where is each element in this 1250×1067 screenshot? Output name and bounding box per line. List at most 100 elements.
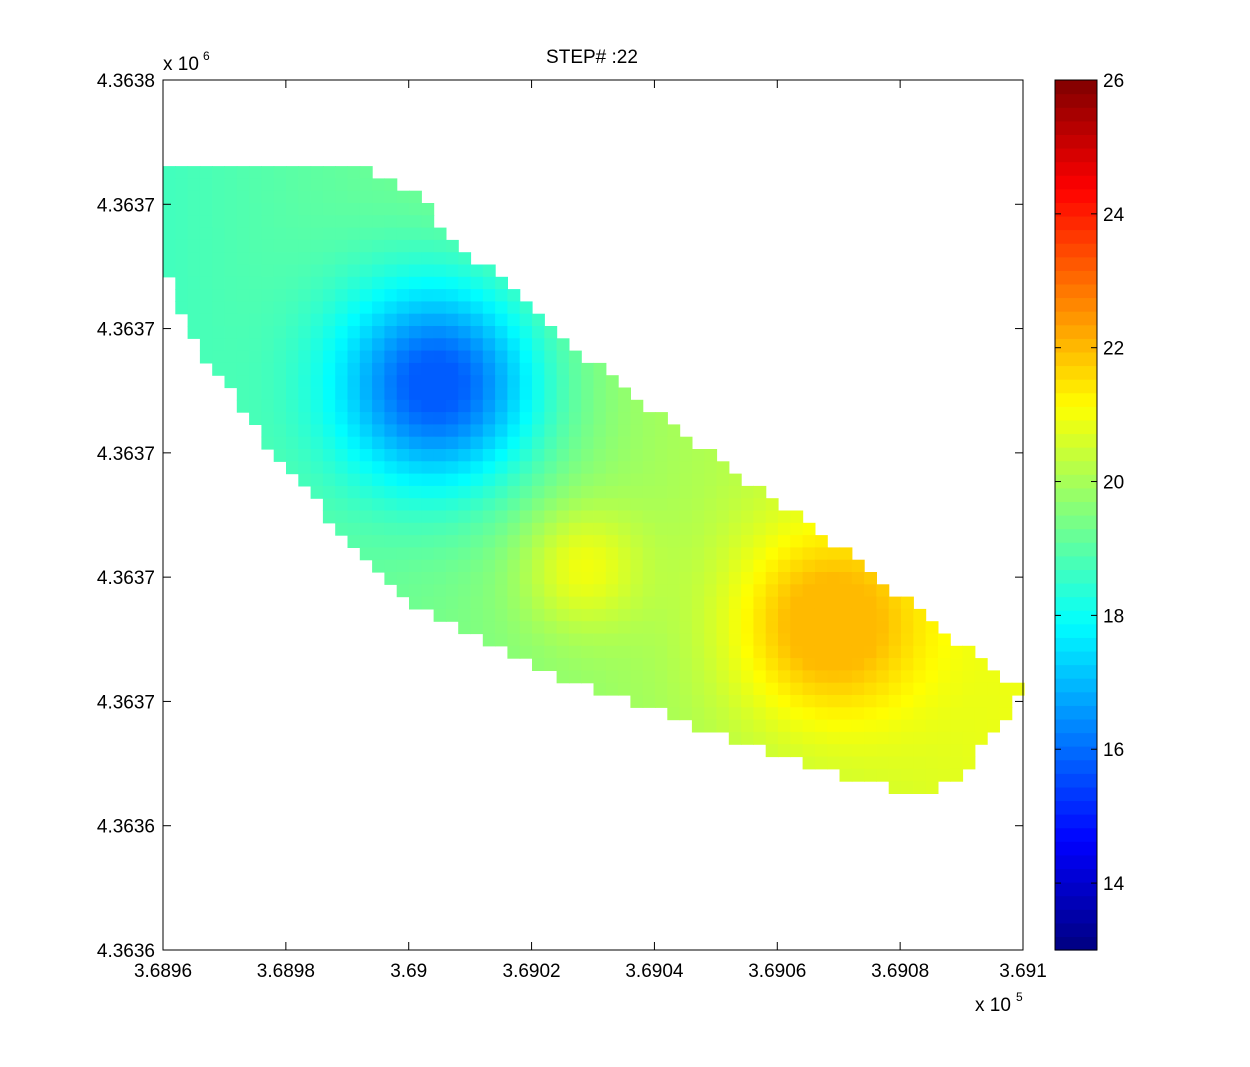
heatmap-cell [753, 559, 767, 573]
heatmap-cell [667, 559, 681, 573]
heatmap-cell [372, 559, 385, 573]
heatmap-cell [802, 608, 816, 622]
heatmap-cell [470, 449, 484, 462]
heatmap-cell [876, 695, 890, 708]
heatmap-cell [507, 498, 521, 512]
heatmap-cell [888, 658, 902, 671]
heatmap-cell [728, 633, 742, 647]
heatmap-cell [322, 301, 336, 315]
heatmap-cell [261, 178, 275, 192]
heatmap-cell [765, 559, 779, 573]
heatmap-cell [470, 596, 484, 610]
heatmap-cell [741, 670, 754, 684]
heatmap-cell [409, 584, 422, 598]
heatmap-cell [925, 768, 939, 782]
heatmap-cell [261, 338, 275, 352]
heatmap-cell [347, 449, 361, 462]
colorbar-segment [1055, 705, 1097, 720]
heatmap-cell [409, 313, 422, 327]
heatmap-cell [224, 203, 238, 216]
heatmap-cell [433, 387, 447, 401]
heatmap-cell [679, 498, 693, 512]
colorbar-tick-label: 16 [1103, 740, 1124, 761]
colorbar-segment [1055, 365, 1097, 380]
heatmap-cell [409, 203, 422, 216]
heatmap-cell [925, 658, 939, 671]
heatmap-cell [409, 522, 422, 536]
heatmap-cell [384, 178, 398, 192]
heatmap-cell [962, 707, 976, 721]
heatmap-cell [249, 215, 262, 229]
heatmap-cell [691, 547, 705, 561]
colorbar-segment [1055, 650, 1097, 666]
heatmap-cell [814, 719, 828, 733]
heatmap-cell [249, 276, 262, 290]
heatmap-cell [888, 731, 902, 745]
heatmap-cell [273, 190, 287, 204]
heatmap-cell [347, 252, 361, 266]
heatmap-cell [199, 166, 213, 179]
heatmap-cell [913, 744, 927, 758]
heatmap-cell [384, 485, 398, 499]
heatmap-cell [470, 350, 484, 364]
heatmap-cell [507, 289, 521, 302]
heatmap-cell [802, 744, 816, 758]
heatmap-cell [925, 633, 939, 647]
heatmap-cell [249, 264, 262, 278]
heatmap-cell [396, 203, 410, 216]
heatmap-cell [458, 313, 472, 327]
heatmap-cell [495, 436, 508, 450]
heatmap-cell [458, 596, 472, 610]
heatmap-cell [322, 289, 336, 302]
heatmap-cell [433, 608, 447, 622]
heatmap-cell [901, 695, 914, 708]
heatmap-cell [655, 522, 668, 536]
heatmap-cell [421, 473, 435, 487]
heatmap-cell [445, 375, 459, 389]
heatmap-cell [212, 203, 226, 216]
heatmap-cell [470, 387, 484, 401]
heatmap-cell [384, 350, 398, 364]
heatmap-cell [827, 608, 841, 622]
heatmap-cell [236, 252, 250, 266]
heatmap-cell [839, 670, 853, 684]
heatmap-cell [691, 608, 705, 622]
heatmap-cell [199, 326, 213, 339]
heatmap-cell [753, 731, 767, 745]
heatmap-cell [556, 535, 570, 548]
heatmap-cell [704, 535, 718, 548]
heatmap-cell [187, 264, 201, 278]
heatmap-cell [532, 375, 545, 389]
heatmap-cell [581, 485, 595, 499]
heatmap-cell [322, 276, 336, 290]
y-multiplier-base: x 10 [163, 54, 199, 75]
heatmap-cell [421, 301, 435, 315]
heatmap-cell [163, 264, 176, 278]
heatmap-cell [298, 313, 312, 327]
heatmap-cell [925, 731, 939, 745]
heatmap-cell [384, 190, 398, 204]
heatmap-cell [704, 695, 718, 708]
heatmap-cell [667, 535, 681, 548]
heatmap-cell [470, 375, 484, 389]
heatmap-cell [901, 719, 914, 733]
heatmap-cell [568, 547, 582, 561]
heatmap-cell [556, 461, 570, 475]
heatmap-cell [888, 756, 902, 770]
heatmap-cell [999, 707, 1013, 721]
heatmap-cell [409, 362, 422, 376]
y-axis-multiplier: x 10 6 [163, 49, 210, 75]
heatmap-cell [888, 781, 902, 794]
heatmap-cell [642, 412, 656, 425]
heatmap-cell [753, 498, 767, 512]
heatmap-cell [827, 695, 841, 708]
heatmap-cell [359, 485, 373, 499]
heatmap-cell [556, 338, 570, 352]
heatmap-cell [642, 522, 656, 536]
heatmap-cell [212, 326, 226, 339]
heatmap-cell [581, 559, 595, 573]
heatmap-cell [605, 510, 619, 524]
heatmap-cell [778, 670, 791, 684]
heatmap-cell [876, 621, 890, 635]
heatmap-cell [765, 645, 779, 659]
